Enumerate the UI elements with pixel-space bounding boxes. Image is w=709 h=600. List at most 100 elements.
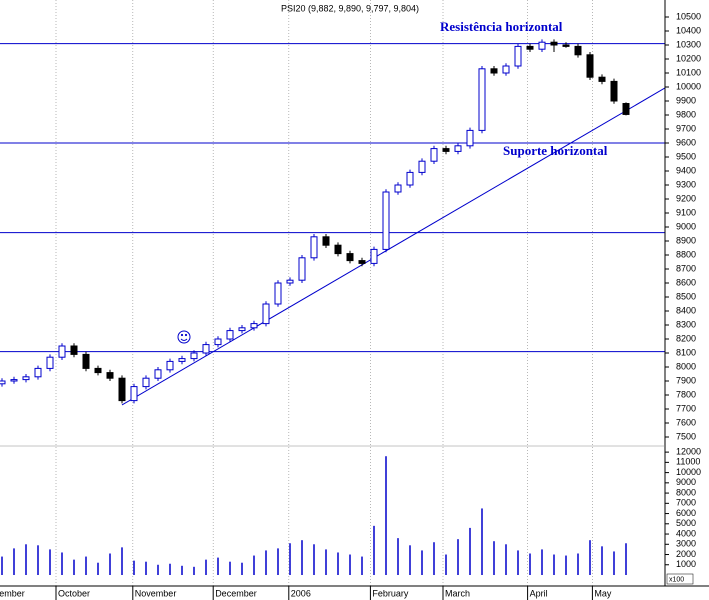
y-tick-label: 8100 [676, 347, 696, 357]
y-tick-label: 10000 [676, 81, 701, 91]
candle-body [106, 372, 114, 379]
volume-bar [421, 550, 423, 575]
volume-tick-label: 2000 [676, 549, 696, 559]
candle-body [94, 367, 102, 374]
volume-bar [553, 554, 555, 575]
volume-bar [13, 548, 15, 575]
y-tick-label: 7600 [676, 417, 696, 427]
y-tick-label: 9100 [676, 207, 696, 217]
candle-body [250, 323, 258, 329]
volume-bar [409, 545, 411, 575]
candle-body [190, 352, 198, 360]
volume-tick-label: 6000 [676, 508, 696, 518]
chart-title: PSI20 (9,882, 9,890, 9,797, 9,804) [281, 3, 419, 13]
x-tick-label: December [215, 588, 257, 598]
volume-bar [121, 547, 123, 575]
y-tick-label: 8200 [676, 333, 696, 343]
x-tick-label: October [58, 588, 90, 598]
volume-bar [73, 559, 75, 575]
candle-body [418, 160, 426, 173]
volume-bar [181, 565, 183, 575]
candle-body [226, 330, 234, 340]
y-tick-label: 9600 [676, 137, 696, 147]
x-tick-label: 2006 [291, 588, 311, 598]
y-tick-label: 7700 [676, 403, 696, 413]
candle-body [82, 353, 90, 369]
candle-body [214, 338, 222, 346]
x-tick-label: May [594, 588, 612, 598]
x-tick-label: ember [0, 588, 25, 598]
volume-bar [469, 527, 471, 575]
y-tick-label: 7800 [676, 389, 696, 399]
y-tick-label: 8500 [676, 291, 696, 301]
y-tick-label: 7900 [676, 375, 696, 385]
y-tick-label: 8000 [676, 361, 696, 371]
candle-body [238, 327, 246, 332]
x-tick-label: February [372, 588, 409, 598]
volume-bar [577, 553, 579, 575]
candle-body [118, 377, 126, 402]
candle-body [34, 367, 42, 378]
volume-tick-label: 4000 [676, 528, 696, 538]
volume-bar [205, 559, 207, 575]
candle-body [274, 282, 282, 305]
candle-body [502, 65, 510, 74]
candle-body [610, 80, 618, 102]
candle-body [358, 260, 366, 264]
volume-tick-label: 7000 [676, 498, 696, 508]
volume-bar [193, 566, 195, 575]
volume-bar [481, 508, 483, 575]
volume-bar [61, 552, 63, 575]
candle-body [142, 377, 150, 388]
volume-bar [373, 525, 375, 575]
volume-bar [229, 561, 231, 575]
volume-bar [217, 557, 219, 575]
volume-tick-label: 1000 [676, 559, 696, 569]
volume-bar [25, 544, 27, 575]
volume-bar [265, 550, 267, 575]
volume-bar [589, 540, 591, 575]
candle-body [202, 344, 210, 354]
volume-bar [349, 554, 351, 575]
candle-body [466, 129, 474, 147]
y-tick-label: 9400 [676, 165, 696, 175]
volume-bar [565, 555, 567, 575]
volume-tick-label: 10000 [676, 467, 701, 477]
candle-body [430, 148, 438, 162]
candle-body [574, 45, 582, 56]
x-tick-label: November [135, 588, 177, 598]
volume-tick-label: 9000 [676, 477, 696, 487]
candle-body [346, 253, 354, 262]
candle-body [46, 356, 54, 369]
y-tick-label: 8700 [676, 263, 696, 273]
y-tick-label: 7500 [676, 431, 696, 441]
candle-body [562, 44, 570, 47]
candle-body [478, 68, 486, 131]
candle-body [622, 103, 630, 115]
volume-bar [337, 552, 339, 575]
y-tick-label: 9800 [676, 109, 696, 119]
y-tick-label: 8900 [676, 235, 696, 245]
candle-body [454, 145, 462, 152]
volume-bar [85, 556, 87, 575]
candle-body [394, 184, 402, 193]
candle-body [526, 45, 534, 50]
volume-bar [625, 543, 627, 575]
y-tick-label: 10100 [676, 67, 701, 77]
volume-bar [49, 549, 51, 575]
y-tick-label: 8400 [676, 305, 696, 315]
volume-tick-label: 5000 [676, 518, 696, 528]
volume-bar [493, 541, 495, 575]
candle-body [130, 386, 138, 402]
volume-bar [145, 561, 147, 575]
volume-bar [457, 539, 459, 575]
volume-bar [361, 556, 363, 575]
y-tick-label: 10300 [676, 39, 701, 49]
smiley-icon [177, 330, 191, 344]
candle-body [370, 248, 378, 264]
trend-line [121, 87, 665, 406]
volume-bar [397, 538, 399, 575]
volume-bar [301, 540, 303, 575]
